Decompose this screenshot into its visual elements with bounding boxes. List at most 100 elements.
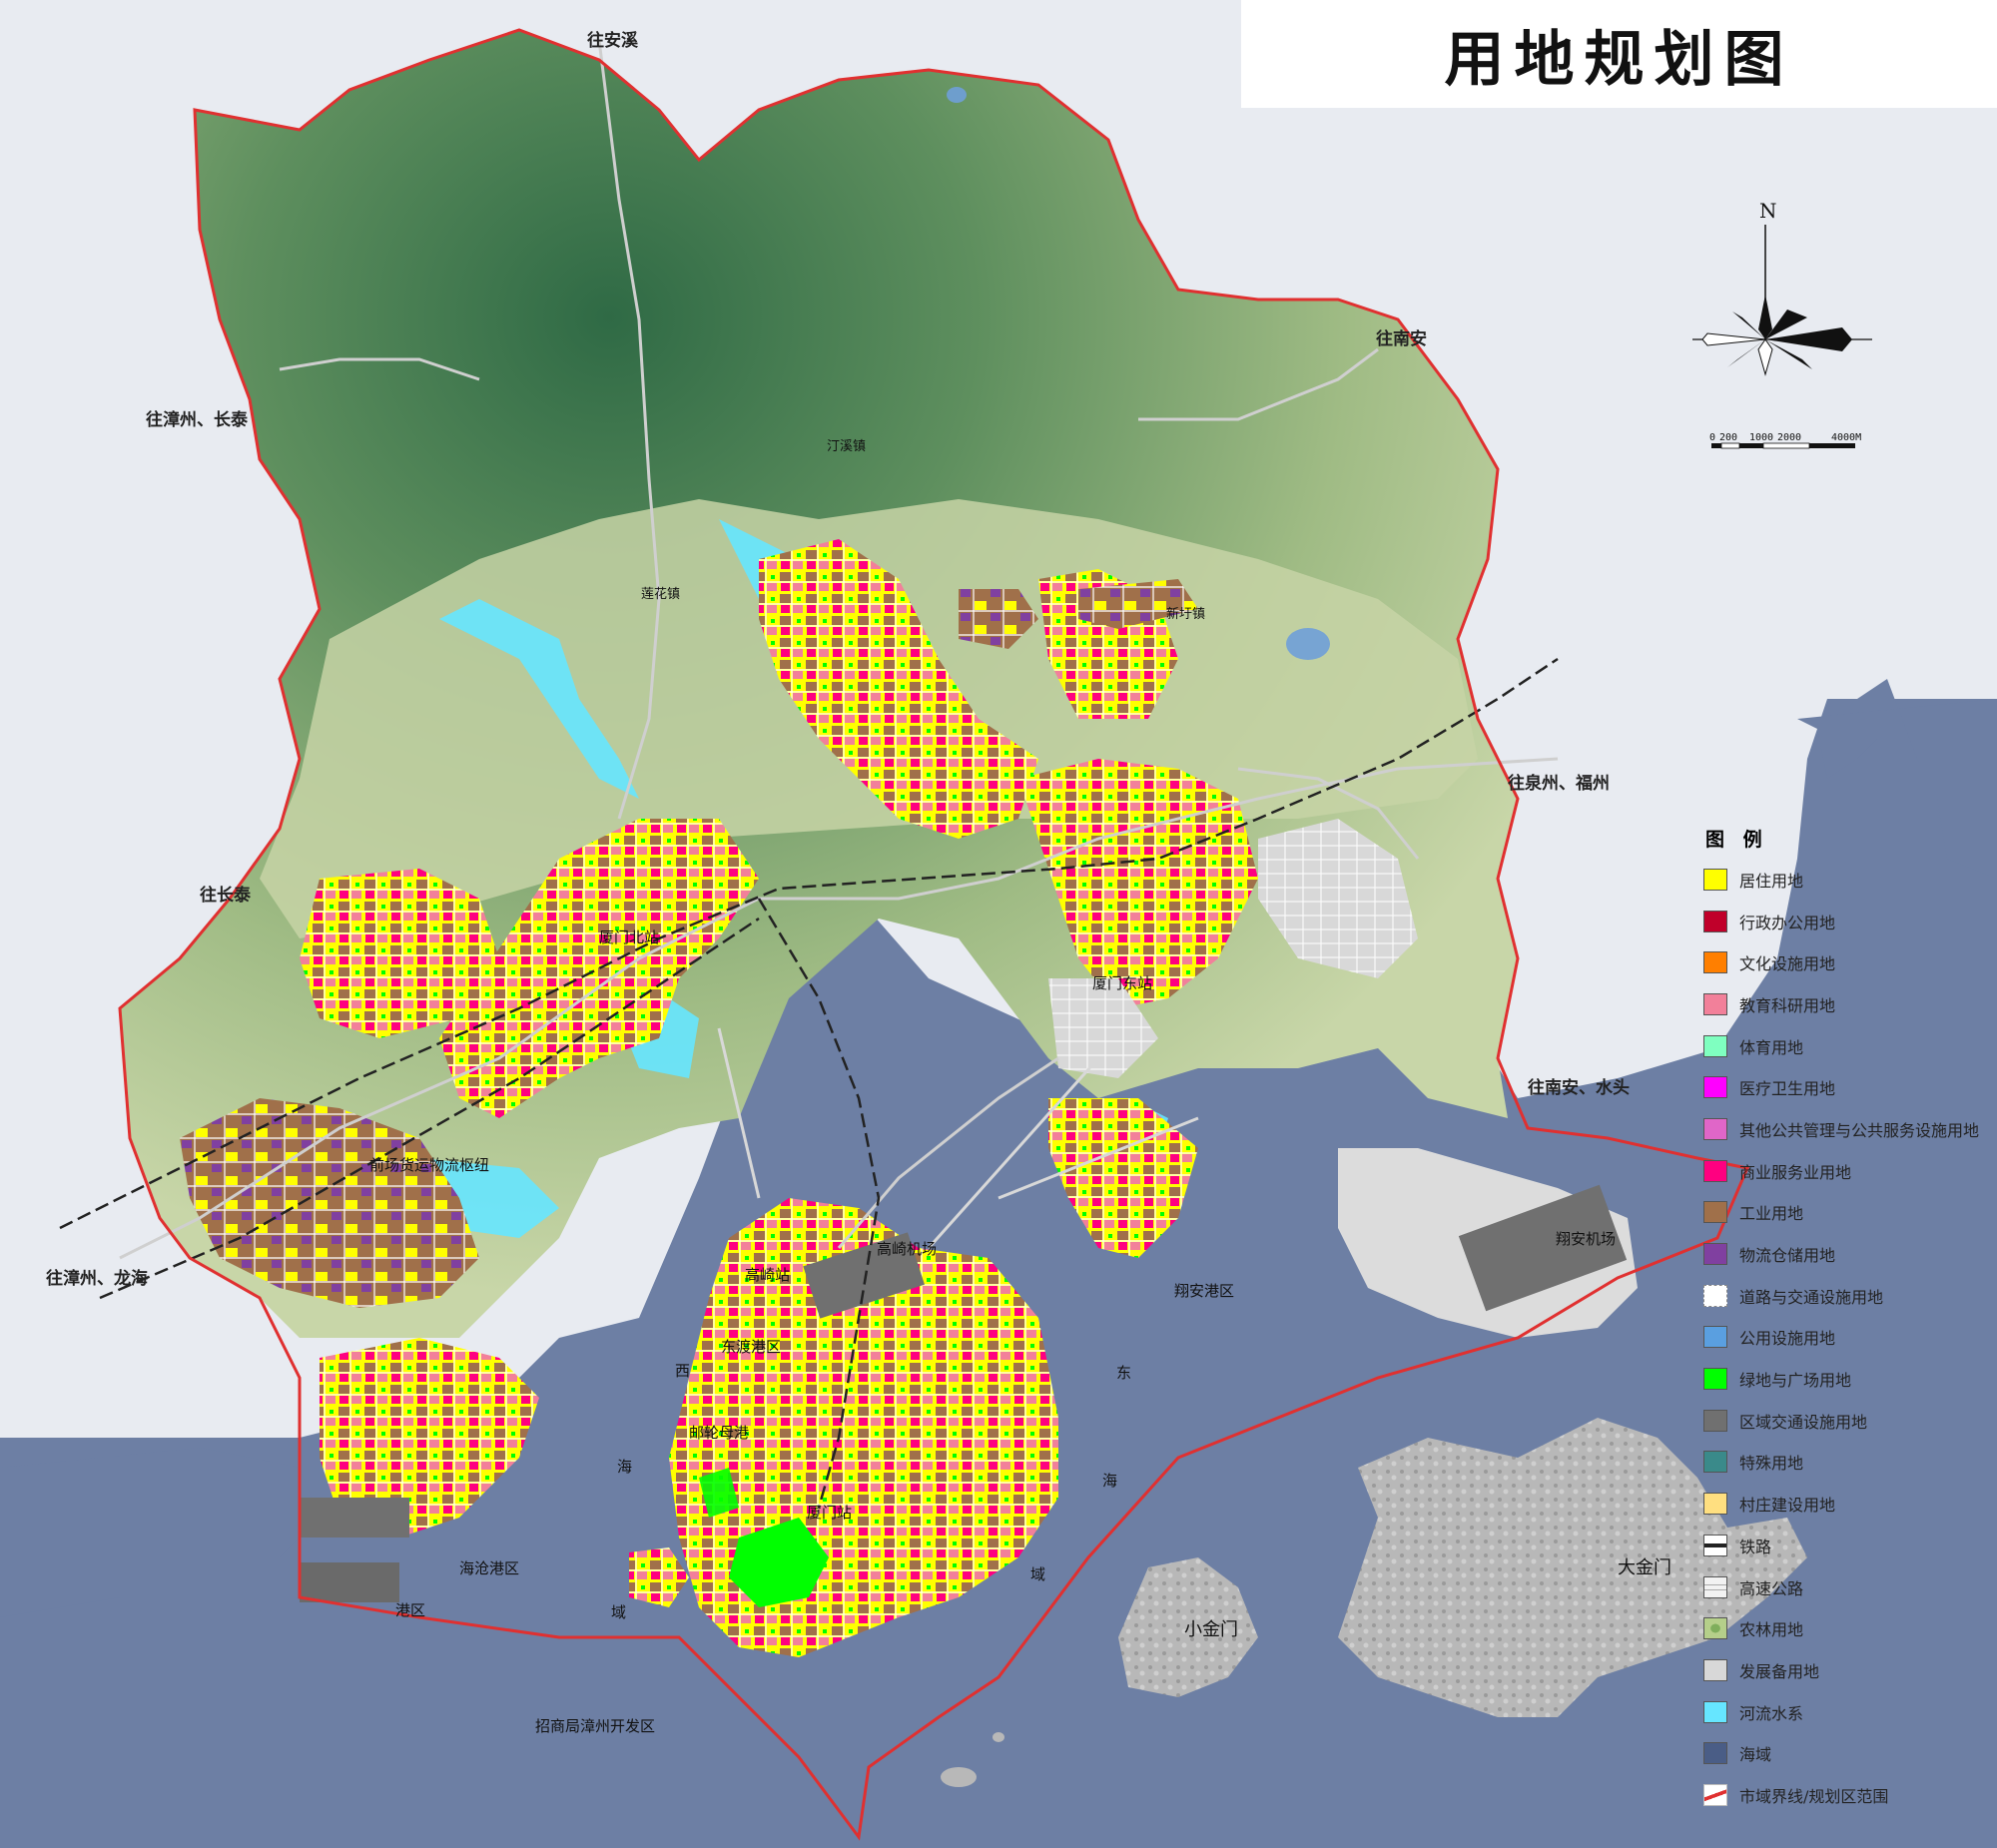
legend-label: 区域交通设施用地: [1739, 1412, 1868, 1432]
legend-item: 市域界线/规划区范围: [1697, 1774, 1997, 1816]
place-label-xiamen-station: 厦门站: [807, 1504, 853, 1522]
sea-label-west-3: 域: [611, 1603, 627, 1621]
legend-swatch: [1703, 1076, 1727, 1099]
north-label: N: [1759, 200, 1777, 223]
legend-label: 河流水系: [1739, 1703, 1804, 1723]
legend-label: 道路与交通设施用地: [1739, 1287, 1884, 1307]
legend-item: 文化设施用地: [1697, 941, 1997, 983]
legend-label: 市域界线/规划区范围: [1739, 1786, 1889, 1806]
legend-item: 高速公路: [1697, 1566, 1997, 1608]
legend-label: 物流仓储用地: [1739, 1246, 1836, 1266]
city-boundary-line: [118, 28, 1750, 1841]
scale-bar: 0 200 1000 2000 4000M: [1709, 432, 1861, 449]
urban-haicang: [180, 1098, 479, 1308]
legend-label: 医疗卫生用地: [1739, 1079, 1836, 1099]
gaoqi-airport-area: [803, 1232, 925, 1319]
place-label-xinxu: 新圩镇: [1166, 607, 1206, 622]
legend-swatch: [1703, 910, 1727, 932]
place-label-small-kinmen: 小金门: [1184, 1619, 1238, 1640]
haicang-port-area: [300, 1498, 409, 1538]
place-label-port-southwest: 港区: [395, 1601, 426, 1619]
legend-item: 村庄建设用地: [1697, 1483, 1997, 1525]
legend-swatch: [1703, 951, 1727, 974]
direction-label-quanzhou-fuzhou: 往泉州、福州: [1508, 774, 1610, 794]
urban-xiangan-north: [1018, 759, 1258, 1008]
direction-label-zhangzhou-longhai: 往漳州、龙海: [46, 1269, 148, 1289]
place-label-cruise-port: 邮轮母港: [689, 1424, 750, 1442]
place-label-big-kinmen: 大金门: [1618, 1557, 1671, 1578]
direction-label-changtai: 往长泰: [200, 886, 251, 906]
legend-swatch: [1703, 868, 1727, 891]
industrial-north: [959, 589, 1038, 649]
reserve-land-east: [1048, 978, 1158, 1078]
legend-label: 铁路: [1739, 1537, 1772, 1556]
legend-swatch: [1703, 1742, 1727, 1765]
sea-label-east-3: 域: [1030, 1565, 1046, 1583]
place-label-xiangan-port: 翔安港区: [1174, 1282, 1235, 1300]
legend-label: 其他公共管理与公共服务设施用地: [1739, 1120, 1980, 1140]
railway-lines: [59, 657, 1559, 1509]
legend-item: 商业服务业用地: [1697, 1150, 1997, 1192]
place-label-xiamen-north-station: 厦门北站: [599, 928, 660, 946]
urban-west: [300, 869, 499, 1038]
direction-label-nanan: 往南安: [1376, 329, 1427, 349]
urban-haicang-south: [320, 1338, 539, 1538]
legend-label: 体育用地: [1739, 1037, 1804, 1057]
legend-items: 居住用地 行政办公用地文化设施用地 教育科研用地 体育用地医疗卫生用地其他公共管理与公…: [1697, 859, 1997, 1816]
legend-label: 绿地与广场用地: [1739, 1371, 1852, 1391]
legend-label: 公用设施用地: [1739, 1329, 1836, 1349]
legend-label: 村庄建设用地: [1739, 1496, 1836, 1516]
legend-item: 体育用地: [1697, 1025, 1997, 1067]
legend-label: 特殊用地: [1739, 1454, 1804, 1474]
legend-item: 医疗卫生用地: [1697, 1066, 1997, 1108]
islet-2: [993, 1732, 1004, 1742]
legend-title: 图 例: [1705, 829, 1768, 851]
legend-label: 高速公路: [1739, 1578, 1804, 1598]
map-title: 用地规划图: [1444, 24, 1794, 95]
legend-item: 行政办公用地: [1697, 901, 1997, 942]
legend-swatch: [1703, 1409, 1727, 1432]
legend-label: 工业用地: [1739, 1204, 1804, 1224]
legend-item: 发展备用地: [1697, 1649, 1997, 1691]
scale-label-4000: 4000M: [1831, 432, 1861, 443]
island-green-park-2: [699, 1468, 739, 1518]
legend-swatch: [1703, 1284, 1727, 1307]
legend-item: 区域交通设施用地: [1697, 1400, 1997, 1442]
sea-label-west-1: 西: [675, 1362, 691, 1380]
legend-swatch: [1703, 1783, 1727, 1806]
place-label-haicang-port: 海沧港区: [459, 1559, 520, 1577]
bridges: [717, 1027, 1199, 1250]
legend-swatch: [1703, 1534, 1727, 1556]
title-panel: 用地规划图: [1241, 0, 1997, 108]
legend-item: 道路与交通设施用地: [1697, 1275, 1997, 1317]
place-label-xiamen-east-station: 厦门东站: [1092, 974, 1153, 992]
direction-label-zhangzhou-changtai: 往漳州、长泰: [146, 410, 248, 430]
legend-swatch: [1703, 1700, 1727, 1723]
xiangan-airport-runway: [1458, 1184, 1628, 1312]
legend-item: 居住用地: [1697, 859, 1997, 901]
legend-item: 其他公共管理与公共服务设施用地: [1697, 1108, 1997, 1150]
highway-network: [119, 39, 1559, 1260]
legend-swatch: [1703, 992, 1727, 1015]
legend-swatch: [1703, 1243, 1727, 1266]
legend-swatch: [1703, 1201, 1727, 1224]
north-arrow-icon: N: [1692, 200, 1872, 376]
place-label-qianchang-logistics: 前场货运物流枢纽: [369, 1156, 490, 1174]
sea-label-east-2: 海: [1102, 1472, 1118, 1490]
place-label-tingxi: 汀溪镇: [827, 439, 867, 454]
legend-item: 教育科研用地: [1697, 983, 1997, 1025]
place-label-gaoqi-station: 高崎站: [745, 1266, 791, 1284]
place-label-zhaoshang-zone: 招商局漳州开发区: [535, 1717, 656, 1735]
urban-xiangan-south: [1048, 1098, 1198, 1258]
urban-tongan: [759, 539, 1038, 839]
small-kinmen: [1118, 1557, 1258, 1697]
legend-label: 商业服务业用地: [1739, 1162, 1852, 1182]
legend-label: 教育科研用地: [1739, 995, 1836, 1015]
legend-swatch: [1703, 1451, 1727, 1474]
legend-item: 公用设施用地: [1697, 1317, 1997, 1359]
big-kinmen: [1338, 1418, 1807, 1717]
legend-label: 发展备用地: [1739, 1661, 1820, 1681]
legend-swatch: [1703, 1368, 1727, 1391]
legend-label: 文化设施用地: [1739, 954, 1836, 974]
